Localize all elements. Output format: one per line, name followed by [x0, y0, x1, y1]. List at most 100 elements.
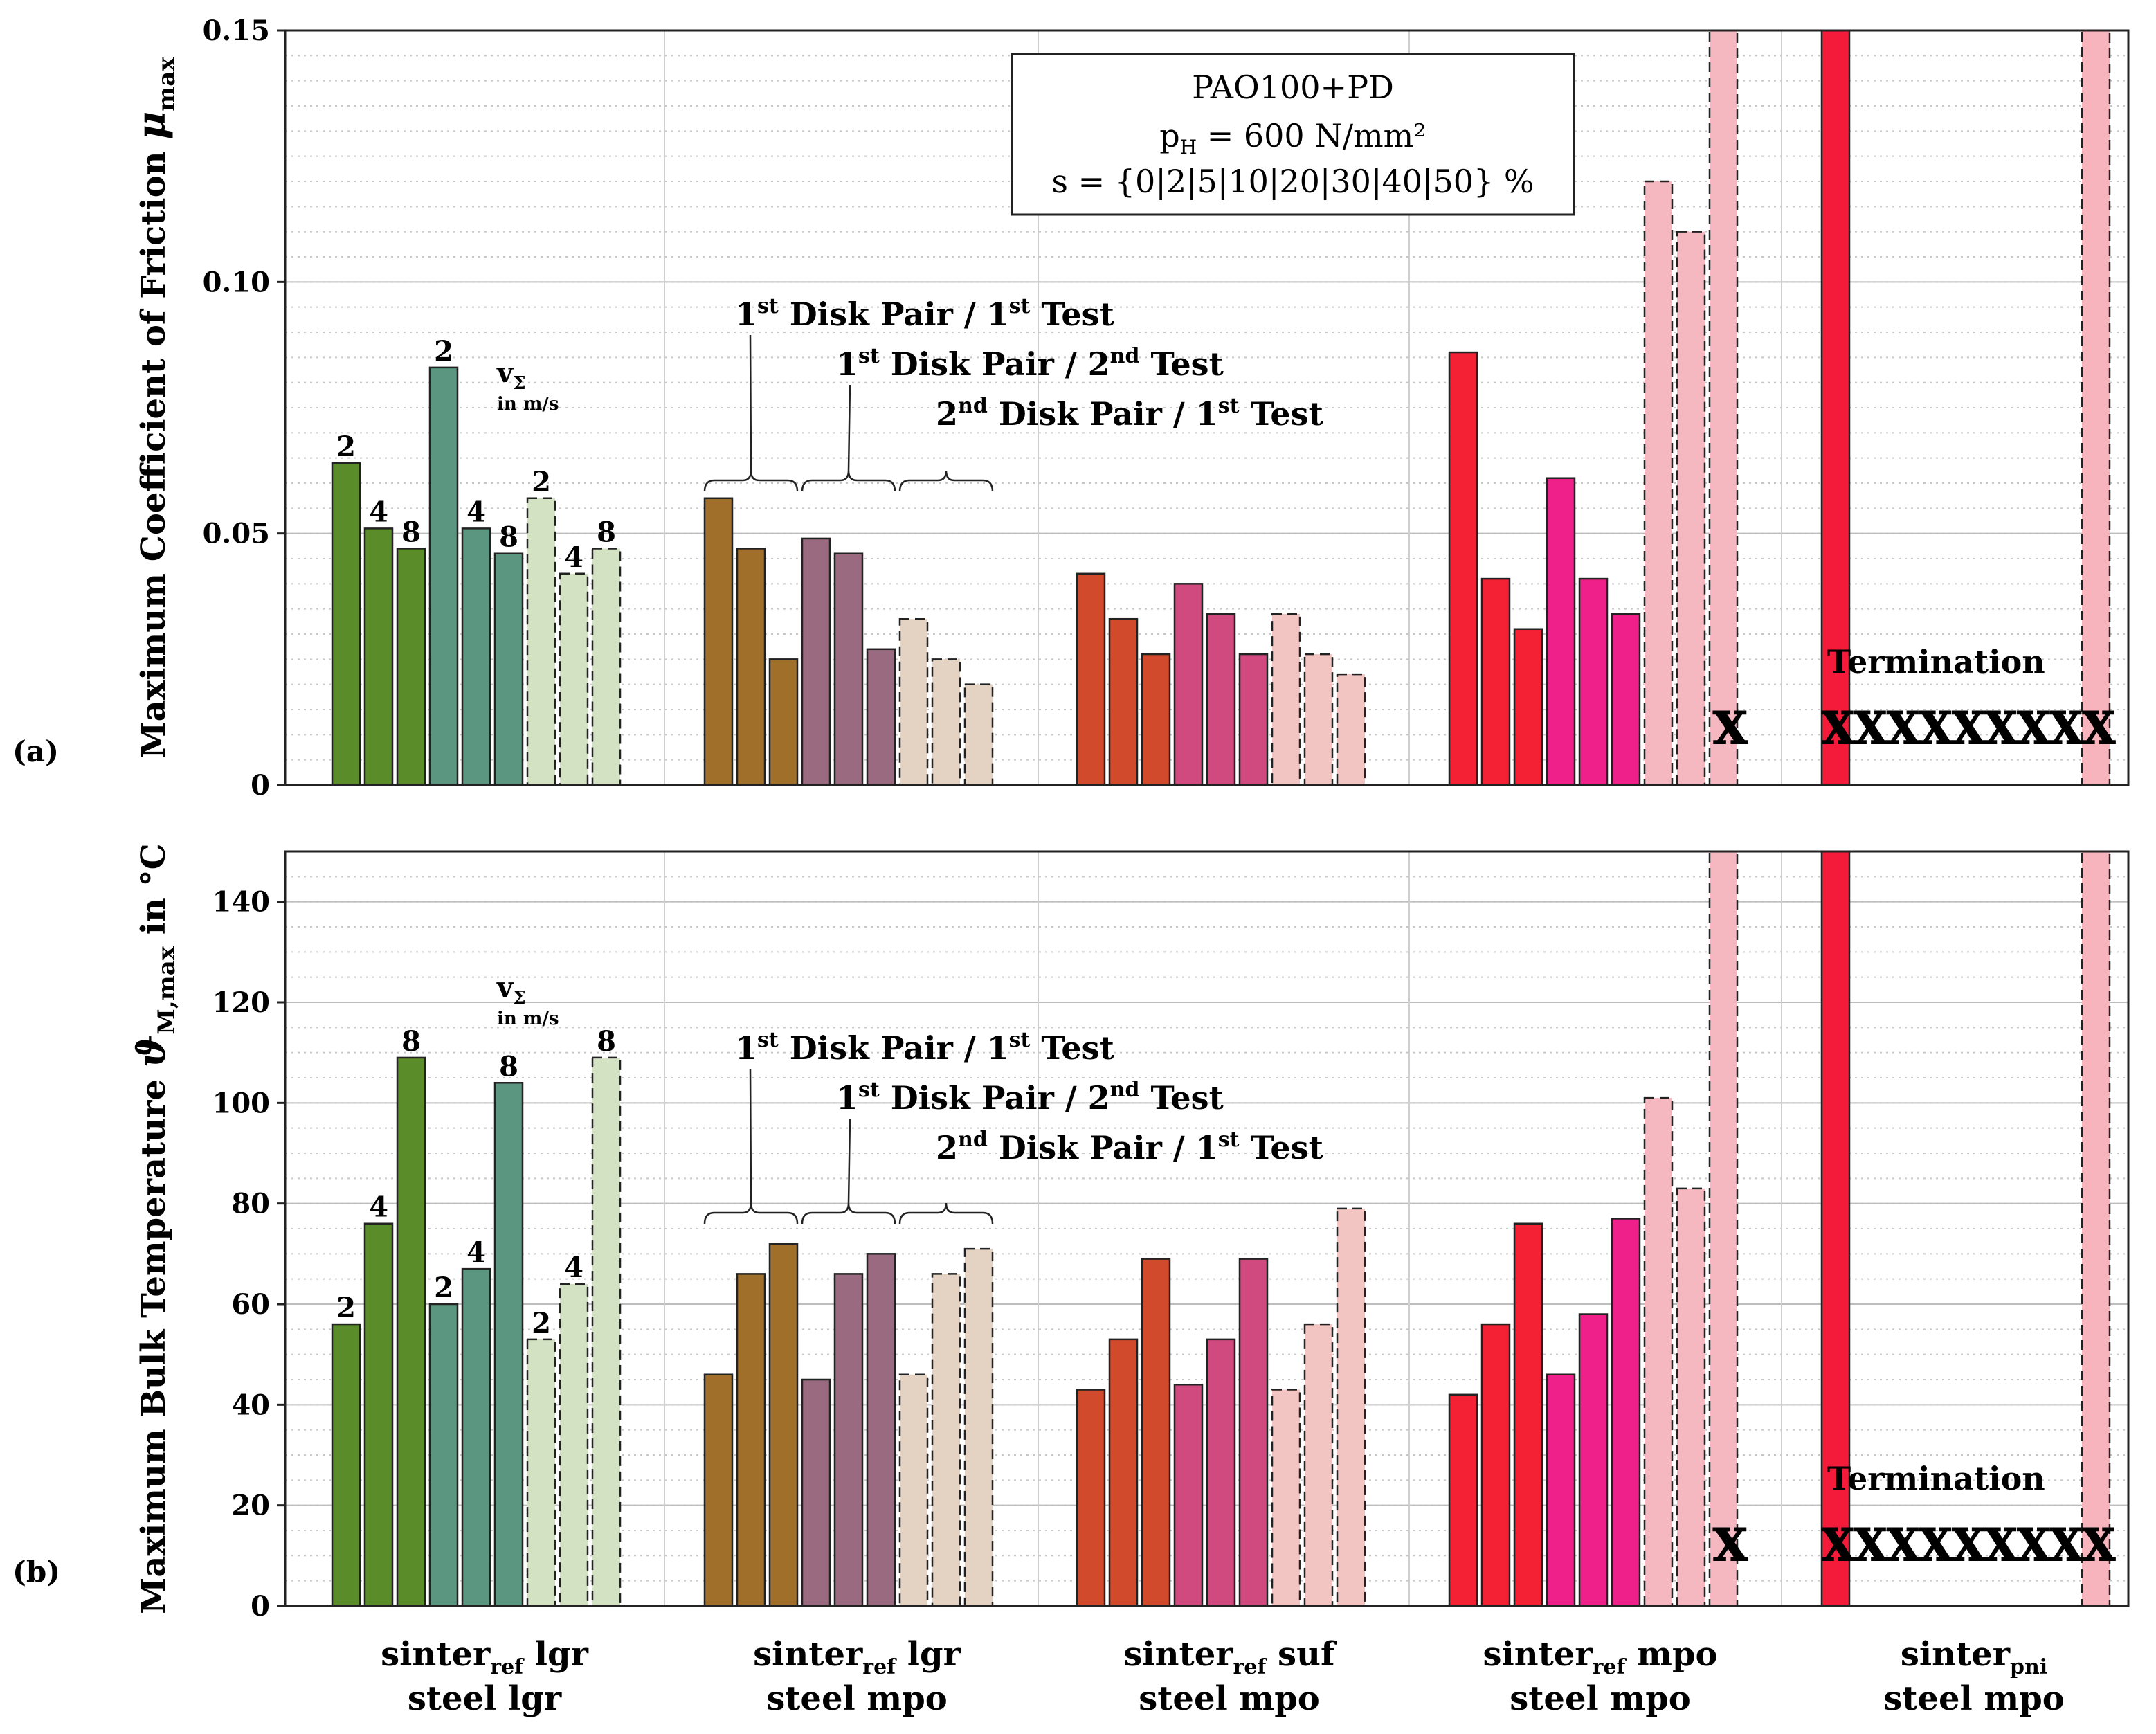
bar-b-g3-5 [1206, 1338, 1236, 1607]
bar-b-g2-8 [931, 1273, 961, 1607]
group-label-line1: sinterref mpo [1483, 1635, 1717, 1679]
bar-b-g2-3 [768, 1243, 799, 1607]
bar-a-g4-3 [1513, 628, 1543, 786]
bracket-leader [749, 334, 752, 471]
y-tick-label: 0 [251, 769, 270, 802]
bar-b-g4-5 [1578, 1313, 1609, 1607]
bracket-leader [847, 1118, 851, 1204]
bar-b-g1-8 [559, 1283, 589, 1607]
bar-b-g1-6 [493, 1082, 524, 1607]
bar-a-g1-1 [331, 462, 361, 786]
bar-value-label: 8 [499, 521, 518, 554]
legend-box [1011, 53, 1575, 216]
bar-a-g2-6 [866, 648, 896, 786]
group-label-line2: steel mpo [1139, 1679, 1320, 1718]
bar-b-g1-7 [526, 1338, 556, 1607]
bar-a-g1-9 [591, 548, 622, 786]
bar-b-g3-4 [1173, 1384, 1204, 1607]
bar-value-label: 2 [434, 1272, 453, 1304]
y-tick-label: 20 [231, 1490, 270, 1522]
bar-b-g3-3 [1141, 1258, 1171, 1607]
bar-b-g2-9 [963, 1247, 994, 1607]
bar-a-g2-7 [898, 617, 929, 786]
y-tick-label: 0.10 [203, 266, 270, 298]
bar-a-g2-8 [931, 658, 961, 786]
bar-a-g4-2 [1480, 577, 1511, 786]
bar-a-g1-4 [428, 366, 459, 786]
bar-value-label: 8 [401, 1025, 421, 1058]
bar-b-g1-5 [461, 1267, 491, 1607]
bar-a-g2-3 [768, 658, 799, 786]
bar-b-g1-9 [591, 1056, 622, 1607]
bar-a-g2-9 [963, 683, 994, 786]
bar-value-label: 4 [466, 496, 486, 528]
bracket-label: 1st Disk Pair / 2nd Test [836, 344, 1224, 383]
bar-b-g4-3 [1513, 1222, 1543, 1607]
bar-a-g2-1 [703, 497, 734, 786]
bar-a-g1-3 [396, 548, 426, 786]
group-label-line1: sinterpni [1901, 1635, 2047, 1679]
y-tick-label: 120 [212, 986, 271, 1019]
bar-a-g4-4 [1546, 477, 1576, 786]
bracket-leader [749, 1068, 752, 1204]
bar-a-g1-2 [363, 527, 394, 786]
bar-a-g3-6 [1238, 653, 1269, 786]
bar-b-g4-1 [1448, 1393, 1478, 1607]
bar-b-g1-2 [363, 1222, 394, 1607]
bar-b-g2-6 [866, 1253, 896, 1607]
y-tick-label: 0.15 [203, 15, 270, 47]
bracket-label: 1st Disk Pair / 1st Test [735, 1028, 1115, 1067]
y-tick-label: 60 [231, 1288, 270, 1321]
bar-value-label: 2 [336, 431, 356, 463]
bar-a-g3-7 [1271, 613, 1301, 786]
bar-a-g4-9 [1708, 29, 1739, 786]
y-axis-title: Maximum Coefficient of Friction μmax [129, 57, 181, 759]
y-tick-label: 0.05 [203, 518, 270, 550]
plot-frame [284, 29, 2130, 786]
y-tick-label: 80 [231, 1188, 270, 1220]
y-tick-label: 100 [212, 1087, 271, 1119]
x-marks-group5: XXXXXXXXX [1822, 1519, 2115, 1571]
bar-b-g4-8 [1676, 1187, 1706, 1607]
y-tick-label: 40 [231, 1389, 270, 1421]
bracket-label: 1st Disk Pair / 2nd Test [836, 1078, 1224, 1117]
bar-b-g4-9 [1708, 850, 1739, 1607]
bar-b-g2-5 [833, 1273, 864, 1607]
group-label-line2: steel mpo [1510, 1679, 1691, 1718]
group-label-line2: steel lgr [408, 1679, 562, 1718]
bar-a-g2-5 [833, 552, 864, 786]
bar-b-g3-1 [1076, 1389, 1106, 1607]
bar-b-g2-1 [703, 1373, 734, 1607]
bar-b-g5-1 [1820, 850, 1851, 1607]
x-mark-group4: X [1713, 1519, 1748, 1571]
bar-value-label: 8 [597, 516, 616, 548]
bar-a-g4-8 [1676, 231, 1706, 786]
bar-a-g4-6 [1611, 613, 1641, 786]
legend-line-1: PAO100+PD [1192, 69, 1394, 106]
bar-value-label: 2 [532, 1307, 551, 1339]
bracket-shape [898, 470, 994, 492]
bar-b-g2-2 [736, 1273, 766, 1607]
bar-a-g1-7 [526, 497, 556, 786]
bracket-shape [898, 1202, 994, 1225]
bar-b-g1-1 [331, 1323, 361, 1607]
vsigma-label: vΣ [496, 971, 526, 1009]
bar-a-g3-5 [1206, 613, 1236, 786]
bar-a-g3-4 [1173, 583, 1204, 786]
bar-a-g3-2 [1108, 617, 1139, 786]
termination-label: Termination [1827, 1460, 2045, 1497]
panel-label: (a) [12, 734, 59, 768]
bar-a-g5-9 [2081, 29, 2111, 786]
group-label-line1: sinterref suf [1123, 1635, 1337, 1679]
bar-value-label: 4 [564, 541, 583, 574]
bar-a-g4-5 [1578, 577, 1609, 786]
bar-value-label: 8 [499, 1050, 518, 1083]
bar-b-g3-9 [1336, 1207, 1366, 1607]
bar-b-g1-3 [396, 1056, 426, 1607]
bar-value-label: 2 [336, 1292, 356, 1324]
bar-a-g1-8 [559, 572, 589, 786]
bar-a-g3-3 [1141, 653, 1171, 786]
